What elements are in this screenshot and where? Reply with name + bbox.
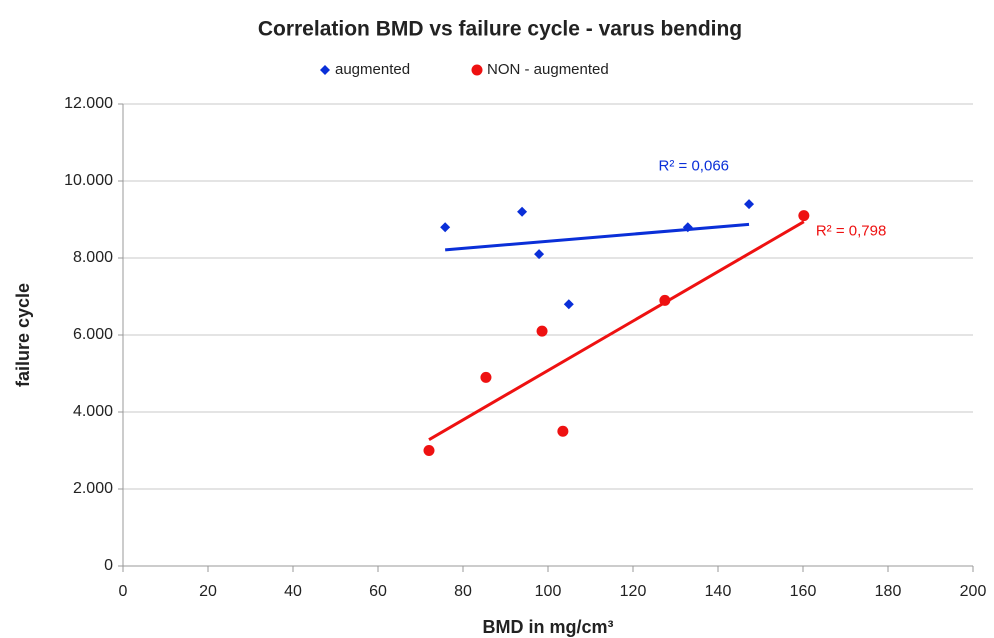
legend-marker [320, 65, 330, 75]
marker [517, 206, 528, 217]
y-tick-label: 2.000 [73, 480, 113, 497]
trendline-label: R² = 0,066 [659, 157, 729, 174]
y-tick-label: 4.000 [73, 403, 113, 420]
y-tick-label: 8.000 [73, 249, 113, 266]
chart-title: Correlation BMD vs failure cycle - varus… [258, 18, 742, 41]
x-tick-label: 0 [119, 583, 128, 600]
y-tick-label: 10.000 [64, 172, 113, 189]
trendline [445, 222, 750, 252]
x-tick-label: 140 [705, 583, 732, 600]
marker [659, 294, 671, 306]
x-tick-label: 80 [454, 583, 472, 600]
y-tick-label: 6.000 [73, 326, 113, 343]
x-tick-label: 120 [620, 583, 647, 600]
marker [536, 325, 548, 337]
x-axis-label: BMD in mg/cm³ [482, 617, 613, 637]
marker [563, 299, 574, 310]
marker [423, 445, 435, 456]
legend-label: augmented [335, 61, 410, 78]
y-axis-label: failure cycle [13, 283, 33, 387]
legend-marker [471, 64, 483, 76]
x-tick-label: 200 [960, 583, 987, 600]
marker [682, 222, 693, 233]
x-tick-label: 160 [790, 583, 817, 600]
x-tick-label: 100 [535, 583, 562, 600]
trendline-label: R² = 0,798 [816, 223, 886, 240]
marker [744, 199, 755, 210]
x-tick-label: 180 [875, 583, 902, 600]
y-tick-label: 0 [104, 557, 113, 574]
x-tick-label: 60 [369, 583, 387, 600]
trendline [428, 220, 805, 441]
marker [798, 210, 810, 222]
y-tick-label: 12.000 [64, 95, 113, 112]
marker [480, 371, 492, 383]
x-tick-label: 20 [199, 583, 217, 600]
marker [557, 425, 569, 437]
x-tick-label: 40 [284, 583, 302, 600]
marker [440, 222, 451, 233]
marker [534, 249, 545, 260]
legend-label: NON - augmented [487, 61, 609, 78]
